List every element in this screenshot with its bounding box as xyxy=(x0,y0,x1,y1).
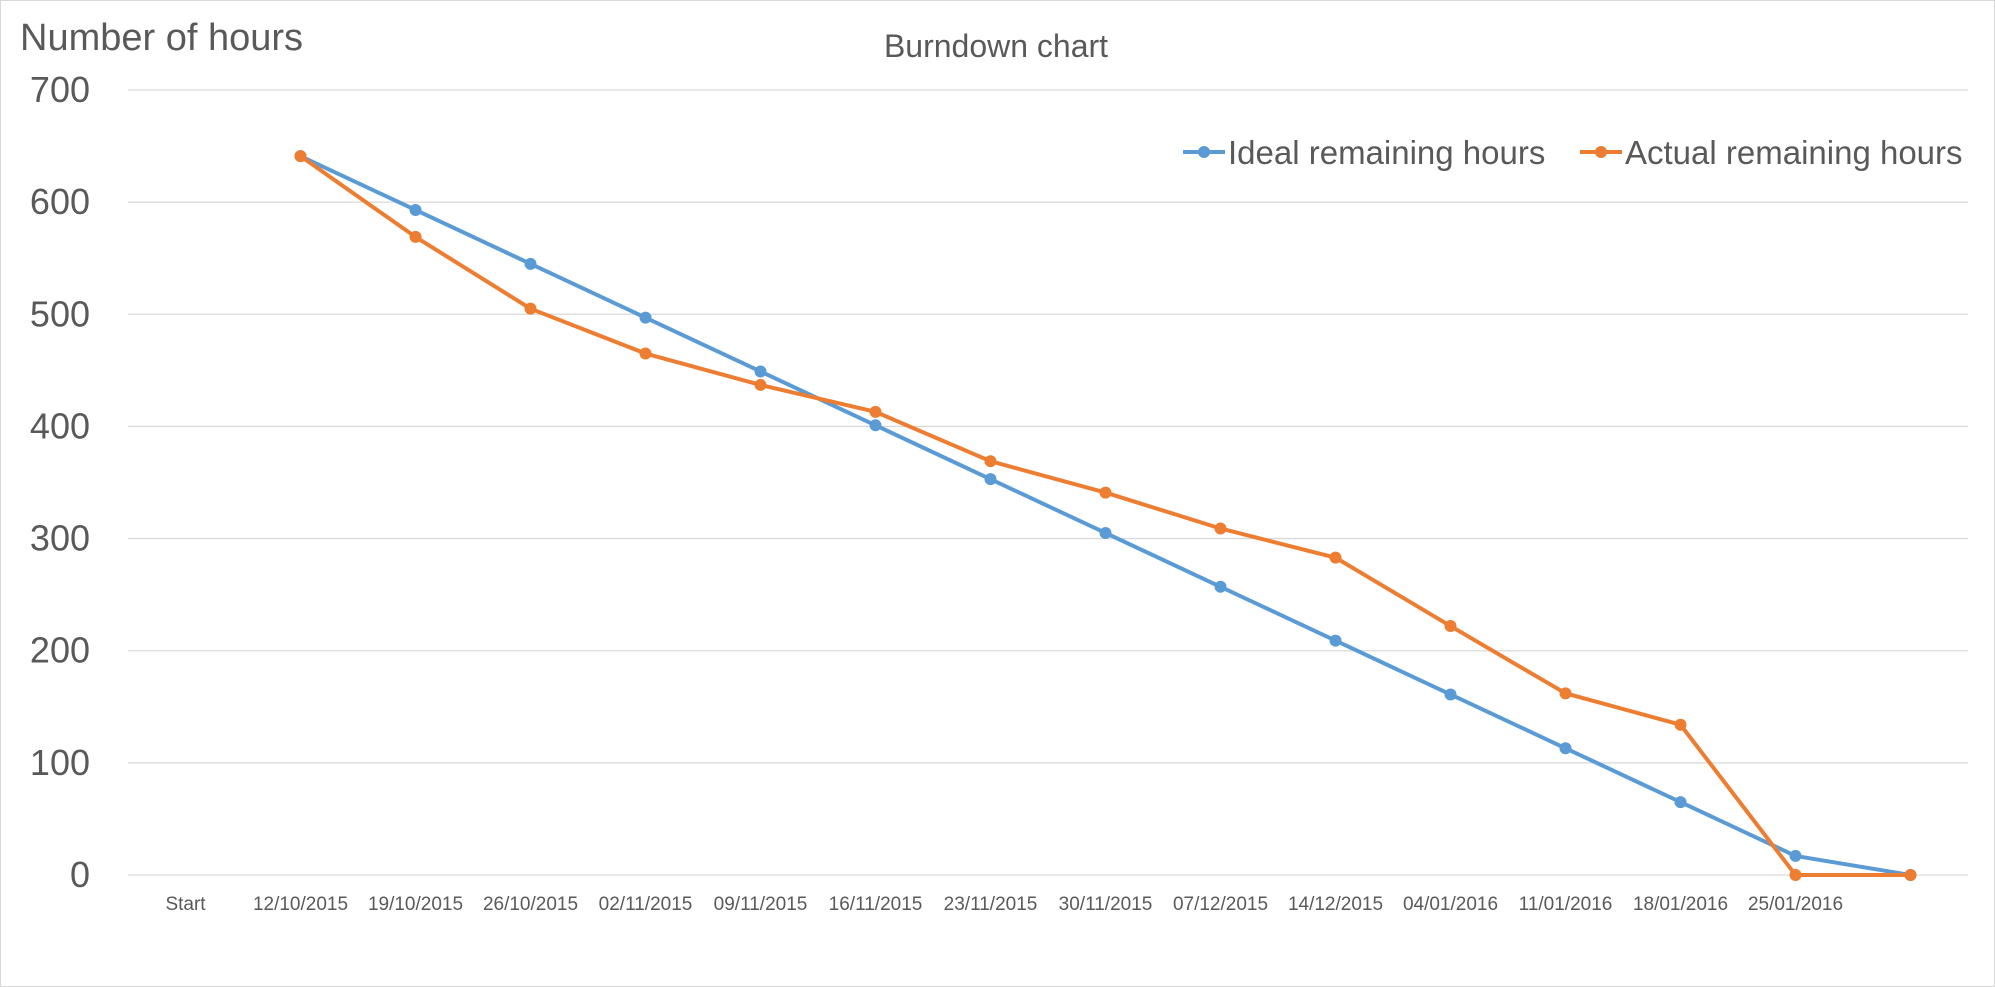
x-tick-label: 04/01/2016 xyxy=(1403,894,1498,915)
data-point xyxy=(1214,580,1227,593)
data-point xyxy=(1444,688,1457,701)
data-point xyxy=(869,419,882,432)
y-tick-label: 700 xyxy=(30,69,90,110)
data-point xyxy=(754,378,767,391)
x-tick-label: 16/11/2015 xyxy=(829,894,923,915)
legend-marker xyxy=(1198,146,1210,158)
data-point xyxy=(984,455,997,468)
legend-item: Ideal remaining hours xyxy=(1183,134,1545,171)
data-point xyxy=(639,347,652,360)
series-layer xyxy=(294,150,1917,881)
data-point xyxy=(1789,869,1802,881)
y-tick-label: 600 xyxy=(30,181,90,222)
series-ideal xyxy=(294,150,1917,881)
legend-item: Actual remaining hours xyxy=(1580,134,1963,171)
x-tick-label: 02/11/2015 xyxy=(599,894,693,915)
data-point xyxy=(984,473,997,486)
y-tick-label: 300 xyxy=(30,518,90,559)
data-point xyxy=(1214,522,1227,535)
y-tick-label: 400 xyxy=(30,405,90,446)
data-point xyxy=(524,257,537,270)
y-tick-label: 500 xyxy=(30,293,90,334)
data-point xyxy=(1674,796,1687,809)
data-point xyxy=(1559,687,1572,700)
x-tick-label: 19/10/2015 xyxy=(368,894,463,915)
x-tick-label: 12/10/2015 xyxy=(253,894,348,915)
x-tick-label: 26/10/2015 xyxy=(483,894,578,915)
data-point xyxy=(1099,526,1112,539)
x-tick-label: Start xyxy=(165,894,206,915)
x-tick-label: 14/12/2015 xyxy=(1288,894,1383,915)
data-point xyxy=(1329,551,1342,564)
data-point xyxy=(1329,634,1342,647)
data-point xyxy=(1789,849,1802,862)
data-point xyxy=(754,365,767,378)
legend-label: Ideal remaining hours xyxy=(1228,134,1545,171)
data-point xyxy=(1904,869,1917,881)
x-tick-label: 11/01/2016 xyxy=(1519,894,1613,915)
data-point xyxy=(1674,718,1687,731)
data-point xyxy=(409,230,422,243)
x-tick-label: 25/01/2016 xyxy=(1748,894,1843,915)
data-point xyxy=(524,302,537,315)
x-tick-label: 07/12/2015 xyxy=(1173,894,1268,915)
chart-title: Burndown chart xyxy=(884,28,1108,64)
data-point xyxy=(1559,742,1572,755)
data-point xyxy=(869,405,882,418)
data-point xyxy=(1099,486,1112,499)
y-tick-label: 0 xyxy=(70,854,90,895)
data-point xyxy=(1444,620,1457,633)
gridlines xyxy=(128,89,1968,876)
x-axis-ticks: Start 12/10/2015 19/10/2015 26/10/2015 02/11… xyxy=(165,894,1843,915)
y-tick-label: 100 xyxy=(30,742,90,783)
x-tick-label: 23/11/2015 xyxy=(944,894,1038,915)
legend-label: Actual remaining hours xyxy=(1625,134,1963,171)
data-point xyxy=(294,150,307,163)
legend: Ideal remaining hours Actual remaining ho… xyxy=(1183,134,1963,171)
data-point xyxy=(639,311,652,324)
series-actual xyxy=(294,150,1917,881)
x-tick-label: 09/11/2015 xyxy=(714,894,808,915)
y-tick-label: 200 xyxy=(30,630,90,671)
data-point xyxy=(409,203,422,216)
y-axis-label: Number of hours xyxy=(20,17,303,59)
y-axis-ticks: 0 100 200 300 400 500 600 700 xyxy=(30,69,90,895)
series-line xyxy=(298,154,1913,877)
x-tick-label: 30/11/2015 xyxy=(1059,894,1153,915)
x-tick-label: 18/01/2016 xyxy=(1633,894,1728,915)
series-line xyxy=(298,154,1913,877)
legend-marker xyxy=(1595,146,1607,158)
